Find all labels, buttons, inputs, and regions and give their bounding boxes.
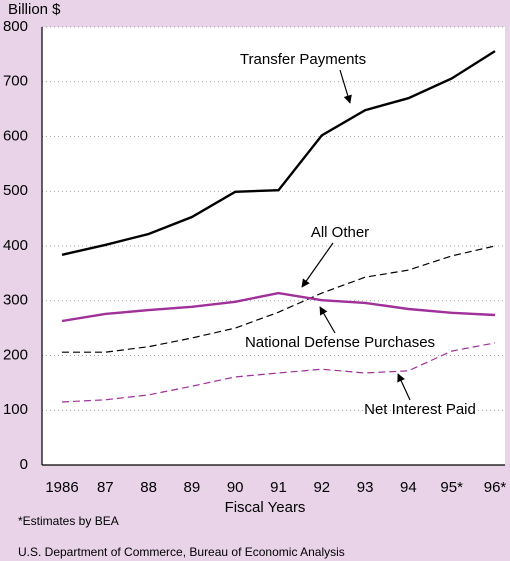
x-tick-label: 91 — [270, 479, 287, 496]
y-tick-label: 400 — [3, 237, 28, 254]
x-tick-label: 94 — [400, 479, 417, 496]
series-label: Net Interest Paid — [364, 401, 476, 418]
label-arrow — [301, 242, 334, 288]
x-tick-label: 90 — [227, 479, 244, 496]
line-series — [61, 291, 496, 323]
series-label: National Defense Purchases — [245, 334, 435, 351]
x-tick-label: 93 — [357, 479, 374, 496]
x-tick-label: 87 — [97, 479, 114, 496]
y-tick-label: 500 — [3, 182, 28, 199]
x-tick-label: 1986 — [45, 479, 78, 496]
x-axis-label: Fiscal Years — [225, 499, 306, 516]
line-series — [62, 245, 496, 353]
y-tick-label: 800 — [3, 18, 28, 35]
y-tick-label: 300 — [3, 292, 28, 309]
series-label: Transfer Payments — [240, 51, 366, 68]
label-arrow — [319, 306, 336, 334]
y-tick-label: 0 — [20, 456, 28, 473]
x-tick-label: 89 — [184, 479, 201, 496]
footnote: *Estimates by BEA — [18, 514, 119, 528]
y-tick-label: 700 — [3, 73, 28, 90]
y-tick-label: 100 — [3, 401, 28, 418]
y-tick-label: 200 — [3, 346, 28, 363]
footnote: U.S. Department of Commerce, Bureau of E… — [18, 545, 345, 559]
series-label: All Other — [311, 224, 369, 241]
line-series — [61, 342, 496, 403]
label-arrow — [397, 373, 411, 401]
label-arrow — [339, 69, 352, 104]
x-tick-label: 96* — [484, 479, 507, 496]
x-tick-label: 95* — [440, 479, 463, 496]
y-axis-label: Billion $ — [8, 1, 61, 18]
x-tick-label: 88 — [140, 479, 157, 496]
y-tick-label: 600 — [3, 127, 28, 144]
line-series — [61, 50, 496, 256]
x-tick-label: 92 — [313, 479, 330, 496]
plot-area — [42, 27, 505, 465]
